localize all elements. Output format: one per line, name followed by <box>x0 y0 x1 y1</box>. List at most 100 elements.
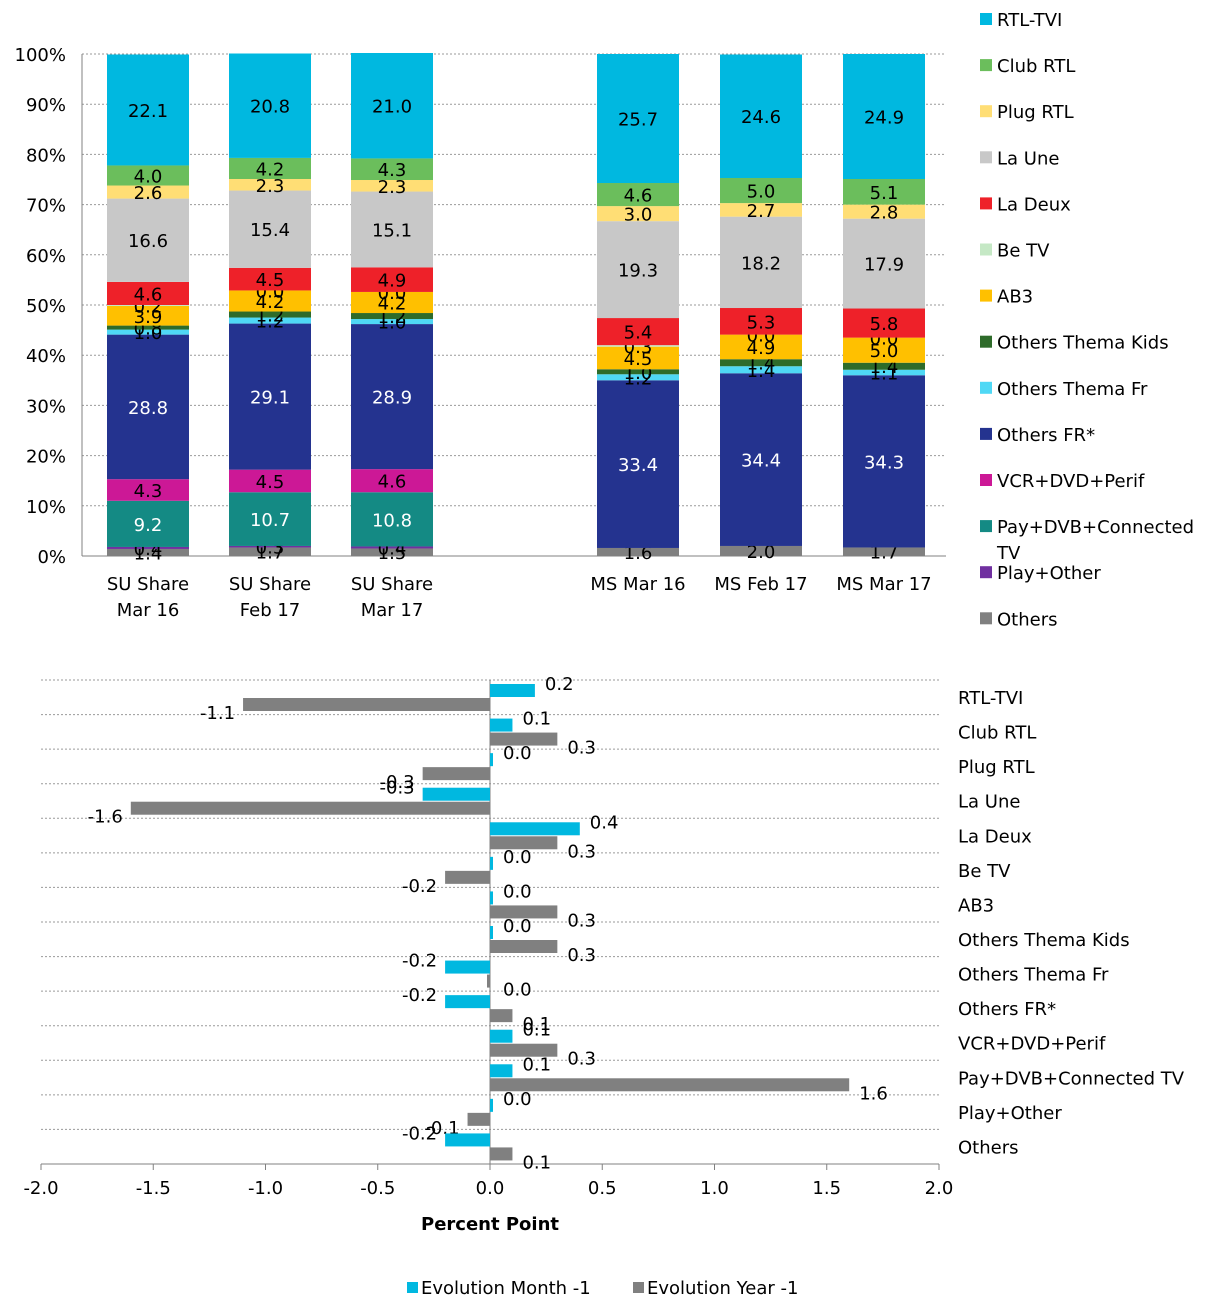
legend-label: RTL-TVI <box>997 10 1062 31</box>
month-bar-play-other <box>490 1098 493 1112</box>
bar-segment-club-rtl <box>720 177 802 204</box>
category-label: Plug RTL <box>958 757 1035 778</box>
legend-label: La Deux <box>997 194 1071 215</box>
data-label: 20.8 <box>250 97 290 118</box>
category-label: Play+Other <box>958 1103 1062 1124</box>
legend-label: Club RTL <box>997 56 1075 77</box>
bar-segment-play-other <box>107 546 189 549</box>
legend-swatch-others-fr <box>980 427 992 440</box>
stacked-share-chart: 0%10%20%30%40%50%60%70%80%90%100%1.40.49… <box>15 10 1195 630</box>
data-label: 33.4 <box>618 455 658 476</box>
data-label: 5.1 <box>870 183 899 204</box>
data-label: 0.1 <box>522 1152 551 1173</box>
year-bar-play-other <box>467 1112 490 1126</box>
data-label: 28.8 <box>128 398 168 419</box>
data-label: 19.3 <box>618 261 658 282</box>
bar-segment-la-une <box>597 221 679 319</box>
bar-segment-plug-rtl <box>843 204 925 219</box>
data-label: 0.1 <box>522 1020 551 1041</box>
x-tick-label: MS Feb 17 <box>714 574 807 595</box>
year-bar-plug-rtl <box>422 767 490 781</box>
data-label: 2.3 <box>378 177 407 198</box>
data-label: 24.6 <box>741 107 781 128</box>
bar-segment-la-deux <box>351 267 433 292</box>
bar-segment-ab3 <box>351 291 433 314</box>
data-label: 0.3 <box>567 841 596 862</box>
x-tick-label: Feb 17 <box>240 600 301 621</box>
data-label: 0.1 <box>522 1014 551 1035</box>
category-label: La Une <box>958 792 1020 813</box>
month-bar-club-rtl <box>490 718 513 732</box>
data-label: 0.0 <box>503 980 532 1001</box>
x-tick-label: -1.0 <box>248 1178 283 1199</box>
data-label: 15.1 <box>372 220 412 241</box>
year-bar-la-deux <box>490 836 558 850</box>
bar-segment-others-thema-fr <box>597 374 679 381</box>
data-label: -0.2 <box>402 951 437 972</box>
year-bar-be-tv <box>445 870 490 884</box>
bar-segment-others <box>351 548 433 556</box>
data-label: 0.1 <box>522 1054 551 1075</box>
x-tick-label: 2.0 <box>925 1178 954 1199</box>
y-tick-label: 60% <box>26 246 66 267</box>
x-tick-label: MS Mar 16 <box>590 574 685 595</box>
category-label: RTL-TVI <box>958 688 1023 709</box>
month-bar-be-tv <box>490 856 493 870</box>
data-label: 4.5 <box>256 472 285 493</box>
bar-segment-rtl-tvi <box>720 54 802 178</box>
category-label: Others Thema Kids <box>958 930 1130 951</box>
bar-segment-la-deux <box>597 318 679 346</box>
bar-segment-others-thema-fr <box>107 329 189 335</box>
data-label: 5.0 <box>870 341 899 362</box>
bar-segment-rtl-tvi <box>107 54 189 166</box>
bar-segment-plug-rtl <box>720 203 802 217</box>
legend-label: Pay+DVB+Connected <box>997 517 1194 538</box>
bar-segment-others <box>597 547 679 556</box>
bar-segment-others-thema-kids <box>351 313 433 320</box>
x-tick-label: MS Mar 17 <box>836 574 931 595</box>
data-label: 18.2 <box>741 253 781 274</box>
bar-segment-club-rtl <box>351 158 433 181</box>
bar-segment-others-thema-fr <box>351 319 433 325</box>
legend-label: Play+Other <box>997 563 1101 584</box>
category-label: Others Thema Fr <box>958 965 1109 986</box>
bar-segment-plug-rtl <box>229 178 311 191</box>
data-label: 34.3 <box>864 452 904 473</box>
data-label: 25.7 <box>618 110 658 131</box>
category-label: Others <box>958 1137 1019 1158</box>
y-tick-label: 70% <box>26 196 66 217</box>
bar-segment-pay-dvb-connected-tv <box>107 500 189 547</box>
bar-segment-rtl-tvi <box>843 54 925 179</box>
bar-segment-la-deux <box>843 308 925 338</box>
category-label: VCR+DVD+Perif <box>958 1034 1106 1055</box>
year-bar-rtl-tvi <box>243 698 490 711</box>
y-tick-label: 90% <box>26 95 66 116</box>
data-label: 0.1 <box>522 709 551 730</box>
data-label: -0.2 <box>402 1123 437 1144</box>
data-label: 2.6 <box>134 183 163 204</box>
data-label: 3.9 <box>134 307 163 328</box>
data-label: 16.6 <box>128 231 168 252</box>
legend-swatch-pay-dvb-connected-tv <box>980 520 992 533</box>
legend-label: La Une <box>997 148 1059 169</box>
data-label: 1.5 <box>378 543 407 564</box>
bar-segment-others-thema-kids <box>107 325 189 330</box>
legend-swatch-evolution-month-1 <box>407 1282 418 1293</box>
bar-segment-club-rtl <box>843 178 925 205</box>
data-label: 0.3 <box>567 910 596 931</box>
data-label: -1.6 <box>88 807 123 828</box>
bar-segment-ab3 <box>107 306 189 326</box>
bar-segment-others-fr <box>843 375 925 548</box>
bar-segment-others-fr <box>229 323 311 470</box>
legend-swatch-play-other <box>980 566 992 579</box>
category-label: AB3 <box>958 895 994 916</box>
bar-segment-others-fr <box>107 334 189 480</box>
data-label: 4.0 <box>134 166 163 187</box>
data-label: 29.1 <box>250 388 290 409</box>
legend-swatch-plug-rtl <box>980 105 992 118</box>
data-label: -0.3 <box>380 778 415 799</box>
month-bar-pay-dvb-connected-tv <box>490 1064 513 1078</box>
bar-segment-la-une <box>107 198 189 282</box>
bar-segment-la-deux <box>720 308 802 335</box>
x-tick-label: -1.5 <box>136 1178 171 1199</box>
